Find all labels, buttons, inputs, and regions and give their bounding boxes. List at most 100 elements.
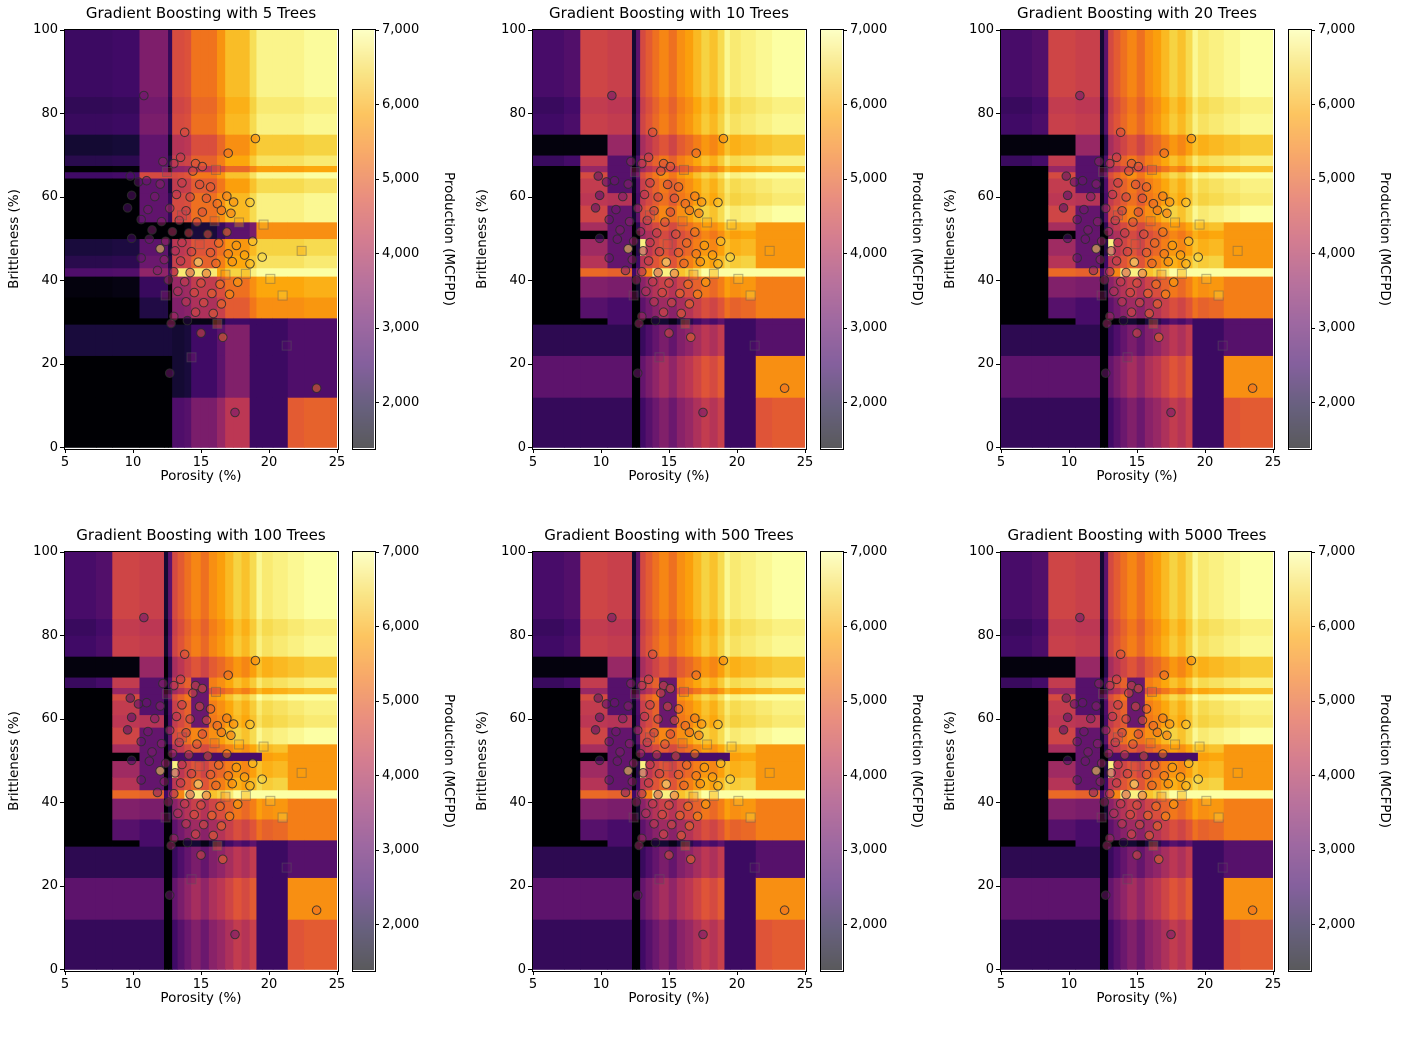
x-tick-mark [804,448,806,453]
y-tick-label: 40 [509,272,526,288]
colorbar-tick-mark [843,253,847,255]
y-tick-mark [60,29,64,31]
heatmap-canvas [533,30,805,448]
x-tick-label: 5 [996,454,1006,470]
y-tick-label: 60 [977,189,994,204]
y-tick-mark [60,969,64,970]
colorbar-tick-label: 4,000 [850,767,888,783]
colorbar-tick-label: 4,000 [382,245,420,261]
colorbar-label: Production (MCFPD) [441,693,457,829]
colorbar-tick-mark [843,104,847,106]
subplot-gb-5000-trees: Gradient Boosting with 5000 Trees Brittl… [936,522,1403,1043]
x-tick-mark [1272,448,1274,453]
colorbar-label: Production (MCFPD) [1377,693,1393,829]
x-tick-label: 15 [192,454,210,470]
colorbar-tick-label: 5,000 [1318,693,1356,709]
y-tick-label: 0 [985,439,994,455]
subplot-gb-100-trees: Gradient Boosting with 100 Trees Brittle… [0,522,467,1043]
y-tick-mark [528,196,532,198]
colorbar-tick-label: 5,000 [1318,171,1356,187]
x-tick-mark [336,970,338,975]
colorbar-tick-label: 2,000 [1318,394,1356,410]
x-tick-label: 10 [592,454,610,470]
x-tick-mark [1068,970,1070,975]
y-tick-label: 60 [509,189,526,204]
x-tick-mark [736,970,738,975]
colorbar-tick-label: 3,000 [1318,842,1356,858]
x-tick-label: 25 [1264,976,1282,992]
colorbar-canvas [353,30,374,448]
colorbar-tick-mark [843,924,847,926]
x-tick-label: 10 [124,976,142,992]
colorbar-tick-label: 3,000 [382,320,420,336]
colorbar-tick-label: 3,000 [850,842,888,858]
colorbar-tick-mark [843,178,847,180]
y-tick-mark [528,29,532,31]
colorbar-tick-mark [375,551,379,553]
y-tick-label: 100 [501,22,526,37]
y-tick-mark [60,196,64,198]
colorbar-canvas [1289,552,1310,970]
y-tick-mark [996,363,1000,365]
x-tick-mark [268,448,270,453]
x-tick-mark [1136,970,1138,975]
x-tick-label: 5 [60,976,70,992]
x-tick-mark [1068,448,1070,453]
x-tick-label: 15 [660,976,678,992]
colorbar-tick-mark [1311,626,1315,628]
x-tick-mark [1000,448,1002,453]
subplot-gb-20-trees: Gradient Boosting with 20 Trees Brittlen… [936,0,1403,521]
x-tick-mark [600,970,602,975]
x-tick-label: 15 [1128,454,1146,470]
x-tick-label: 15 [192,976,210,992]
y-tick-label: 100 [501,544,526,559]
colorbar-tick-label: 6,000 [1318,618,1356,634]
x-tick-label: 10 [592,976,610,992]
heatmap-canvas [533,552,805,970]
colorbar-tick-mark [375,700,379,702]
x-tick-label: 5 [60,454,70,470]
colorbar-canvas [353,552,374,970]
y-tick-label: 20 [41,878,58,893]
x-tick-mark [532,448,534,453]
colorbar-tick-mark [843,551,847,553]
x-tick-label: 20 [728,976,746,992]
y-tick-mark [60,718,64,720]
x-tick-mark [600,448,602,453]
y-tick-mark [528,551,532,553]
colorbar-tick-label: 6,000 [1318,96,1356,112]
plot-title: Gradient Boosting with 500 Trees [544,526,794,544]
y-tick-mark [996,718,1000,720]
colorbar-tick-mark [843,700,847,702]
colorbar-tick-label: 5,000 [850,171,888,187]
y-tick-label: 40 [977,272,994,288]
x-tick-label: 10 [1060,976,1078,992]
x-tick-mark [64,448,66,453]
y-tick-label: 100 [969,544,994,559]
colorbar-tick-mark [375,327,379,329]
y-tick-mark [528,447,532,448]
plot-title: Gradient Boosting with 5000 Trees [1007,526,1267,544]
colorbar-tick-mark [843,402,847,404]
y-tick-label: 60 [41,189,58,204]
y-tick-mark [996,551,1000,553]
colorbar-label: Production (MCFPD) [1377,171,1393,307]
heatmap-canvas [65,552,337,970]
y-tick-mark [996,802,1000,803]
colorbar-label: Production (MCFPD) [909,693,925,829]
x-tick-label: 25 [796,976,814,992]
colorbar-tick-mark [1311,253,1315,255]
colorbar-tick-label: 3,000 [382,842,420,858]
x-tick-mark [1204,970,1206,975]
plot-title: Gradient Boosting with 5 Trees [85,4,317,22]
x-axis-label: Porosity (%) [628,468,710,484]
colorbar-tick-mark [375,924,379,926]
colorbar-tick-mark [1311,924,1315,926]
y-tick-label: 80 [509,105,526,121]
y-tick-label: 100 [969,22,994,37]
colorbar-tick-label: 7,000 [382,22,420,37]
x-tick-mark [200,970,202,975]
y-tick-mark [528,969,532,970]
y-tick-mark [528,280,532,281]
colorbar-tick-mark [843,327,847,329]
